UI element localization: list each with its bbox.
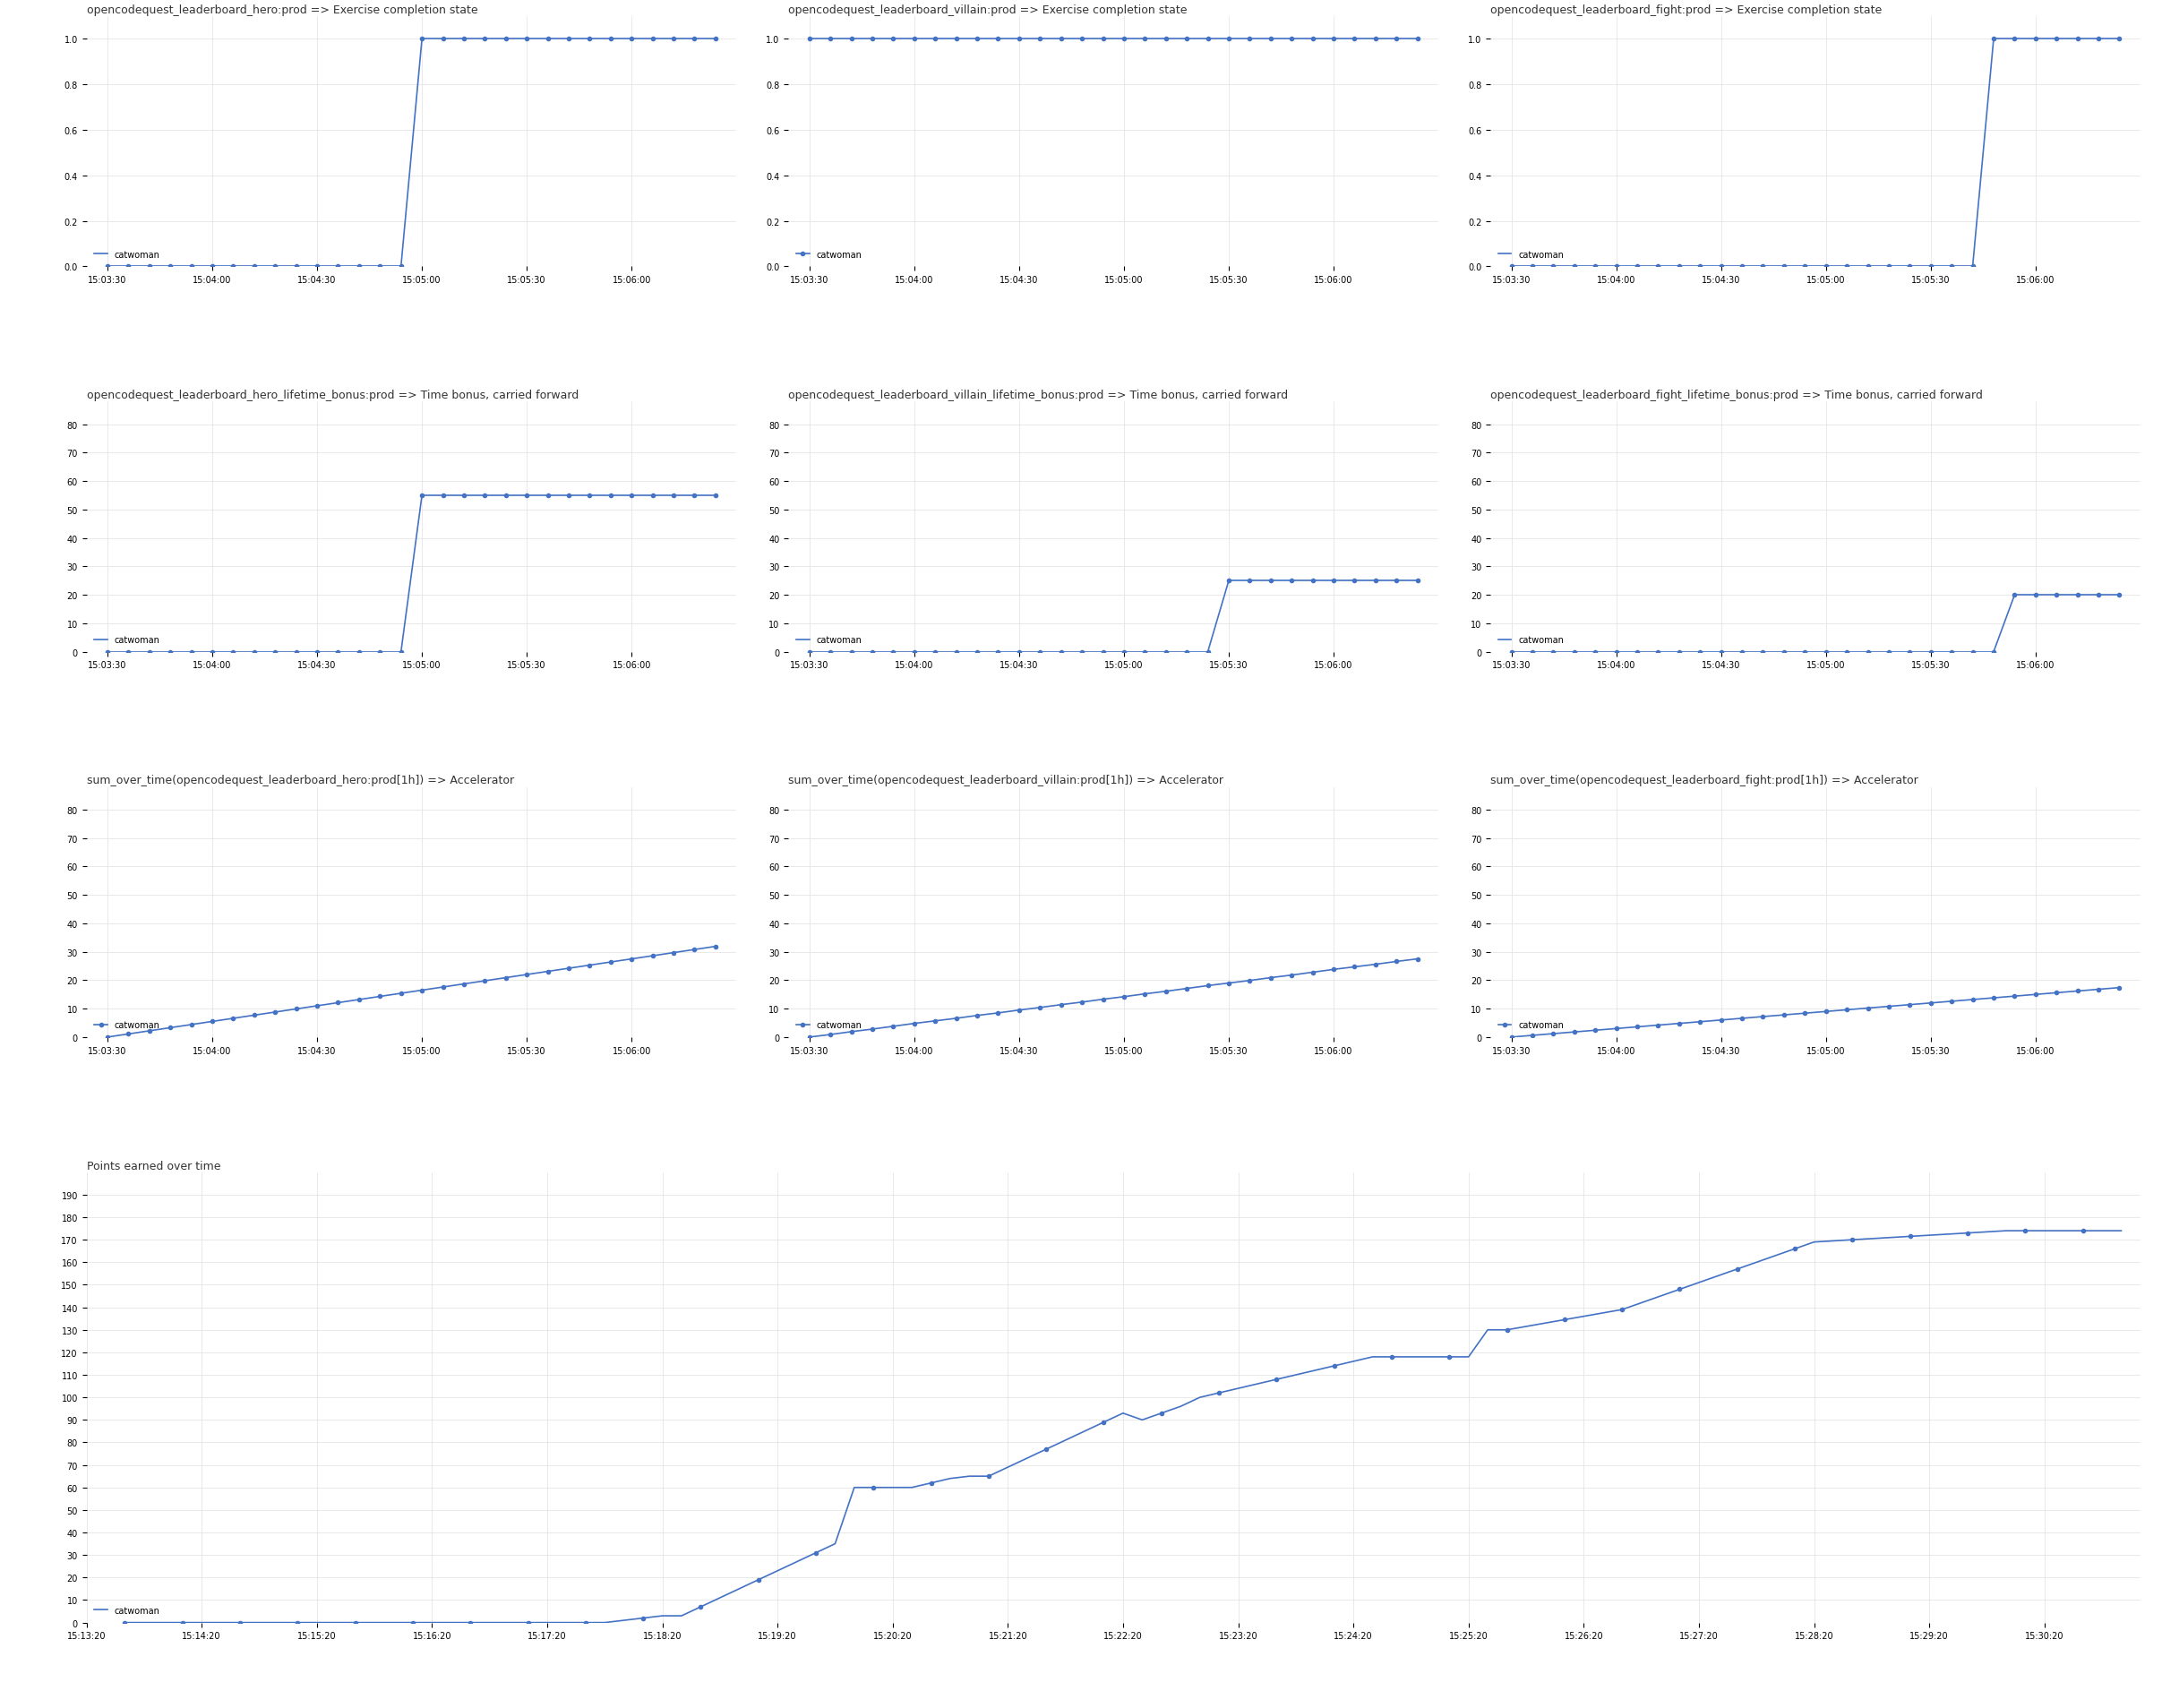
Text: opencodequest_leaderboard_hero:prod => Exercise completion state: opencodequest_leaderboard_hero:prod => E… — [86, 5, 478, 15]
Legend: catwoman: catwoman — [1494, 632, 1567, 647]
Legend: catwoman: catwoman — [91, 248, 164, 263]
Legend: catwoman: catwoman — [91, 1018, 164, 1033]
Legend: catwoman: catwoman — [793, 1018, 865, 1033]
Text: opencodequest_leaderboard_fight_lifetime_bonus:prod => Time bonus, carried forwa: opencodequest_leaderboard_fight_lifetime… — [1490, 389, 1983, 401]
Text: opencodequest_leaderboard_villain_lifetime_bonus:prod => Time bonus, carried for: opencodequest_leaderboard_villain_lifeti… — [789, 389, 1289, 401]
Legend: catwoman: catwoman — [1494, 1018, 1567, 1033]
Text: opencodequest_leaderboard_villain:prod => Exercise completion state: opencodequest_leaderboard_villain:prod =… — [789, 5, 1187, 15]
Legend: catwoman: catwoman — [91, 632, 164, 647]
Text: Points earned over time: Points earned over time — [86, 1160, 221, 1172]
Legend: catwoman: catwoman — [91, 1602, 164, 1617]
Legend: catwoman: catwoman — [793, 632, 865, 647]
Text: sum_over_time(opencodequest_leaderboard_villain:prod[1h]) => Accelerator: sum_over_time(opencodequest_leaderboard_… — [789, 775, 1224, 786]
Text: opencodequest_leaderboard_fight:prod => Exercise completion state: opencodequest_leaderboard_fight:prod => … — [1490, 5, 1881, 15]
Legend: catwoman: catwoman — [1494, 248, 1567, 263]
Text: opencodequest_leaderboard_hero_lifetime_bonus:prod => Time bonus, carried forwar: opencodequest_leaderboard_hero_lifetime_… — [86, 389, 579, 401]
Text: sum_over_time(opencodequest_leaderboard_fight:prod[1h]) => Accelerator: sum_over_time(opencodequest_leaderboard_… — [1490, 775, 1918, 786]
Legend: catwoman: catwoman — [793, 248, 865, 263]
Text: sum_over_time(opencodequest_leaderboard_hero:prod[1h]) => Accelerator: sum_over_time(opencodequest_leaderboard_… — [86, 775, 515, 786]
